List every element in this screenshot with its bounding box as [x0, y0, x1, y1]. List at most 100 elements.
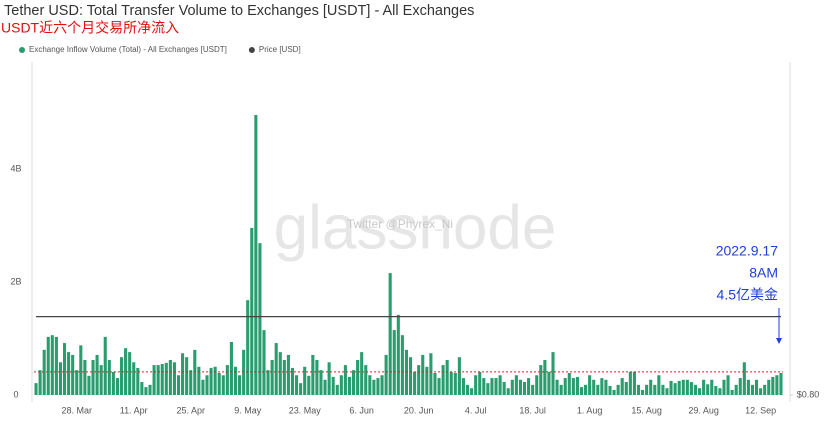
bar	[384, 354, 388, 395]
bar	[470, 388, 474, 395]
bar	[734, 384, 738, 395]
bar	[771, 376, 775, 395]
y-tick-label: 0	[13, 389, 18, 399]
bar	[486, 383, 490, 395]
bar	[698, 388, 702, 395]
bar	[258, 243, 262, 395]
bar	[286, 354, 290, 395]
bar	[518, 379, 522, 395]
bar	[506, 388, 510, 395]
x-tick-label: 18. Jul	[519, 405, 546, 415]
bar	[152, 365, 156, 395]
bar	[653, 384, 657, 395]
bar	[238, 375, 242, 395]
bar	[274, 343, 278, 395]
bar	[433, 372, 437, 395]
bar	[164, 362, 168, 395]
bar	[364, 365, 368, 395]
bar	[221, 375, 225, 395]
x-tick-label: 28. Mar	[61, 405, 92, 415]
bar	[46, 336, 50, 395]
bar	[596, 384, 600, 395]
bar	[563, 378, 567, 395]
bar	[661, 384, 665, 395]
bar	[429, 353, 433, 395]
bar	[543, 360, 547, 395]
bar	[168, 360, 172, 395]
bar	[339, 375, 343, 395]
bar	[75, 370, 79, 395]
bar	[115, 378, 119, 395]
bar	[87, 375, 91, 395]
bar	[266, 370, 270, 395]
bar	[649, 379, 653, 395]
bar	[119, 357, 124, 395]
bar	[148, 384, 152, 395]
bar	[710, 379, 714, 395]
bar	[408, 357, 413, 395]
bar	[763, 384, 767, 395]
bar	[673, 383, 677, 395]
bar	[482, 378, 486, 395]
bar	[311, 354, 315, 395]
bar	[490, 378, 494, 395]
legend-label: Exchange Inflow Volume (Total) - All Exc…	[29, 45, 227, 54]
bar	[579, 387, 584, 395]
x-tick-label: 15. Aug	[631, 405, 662, 415]
bar	[54, 336, 58, 395]
bar	[759, 388, 763, 395]
bar	[604, 379, 608, 395]
annotation-text: 8AM	[749, 265, 778, 281]
bar	[299, 383, 303, 395]
bar	[531, 384, 535, 395]
bar	[767, 379, 771, 395]
bar	[282, 360, 286, 395]
bar	[347, 376, 352, 395]
bar	[624, 382, 628, 395]
legend-swatch	[19, 47, 25, 53]
bar	[42, 349, 46, 395]
bar	[250, 227, 254, 395]
bar	[38, 370, 42, 395]
bar	[527, 378, 531, 395]
x-tick-label: 23. May	[289, 405, 322, 415]
bar	[58, 362, 63, 395]
bar	[62, 343, 67, 395]
bar	[360, 352, 364, 395]
bar	[270, 360, 274, 395]
bar	[388, 273, 392, 395]
bar	[502, 382, 506, 395]
bar	[197, 366, 201, 395]
bar	[681, 379, 685, 395]
bar	[746, 379, 750, 395]
bar	[437, 378, 441, 395]
y-tick-label: 4B	[10, 164, 21, 174]
bar	[319, 370, 323, 395]
bar	[189, 370, 193, 395]
y-tick-label: 2B	[10, 276, 21, 286]
bar	[465, 384, 470, 395]
bar	[498, 375, 502, 395]
x-tick-label: 20. Jun	[404, 405, 434, 415]
bar	[83, 360, 87, 395]
bar	[413, 371, 417, 395]
bar	[421, 354, 425, 395]
bar	[67, 352, 71, 395]
bar	[193, 349, 197, 395]
bar	[185, 357, 189, 395]
bar	[628, 371, 632, 395]
x-tick-label: 9. May	[234, 405, 262, 415]
bar	[612, 389, 616, 395]
bar	[449, 371, 453, 395]
bar	[372, 379, 376, 395]
bar	[254, 115, 258, 396]
bar	[620, 378, 624, 395]
bar	[107, 360, 111, 395]
bar	[665, 388, 669, 395]
bar	[335, 384, 339, 395]
bar	[315, 360, 319, 395]
bar	[376, 378, 380, 395]
x-tick-label: 6. Jun	[349, 405, 374, 415]
bar	[494, 378, 498, 395]
